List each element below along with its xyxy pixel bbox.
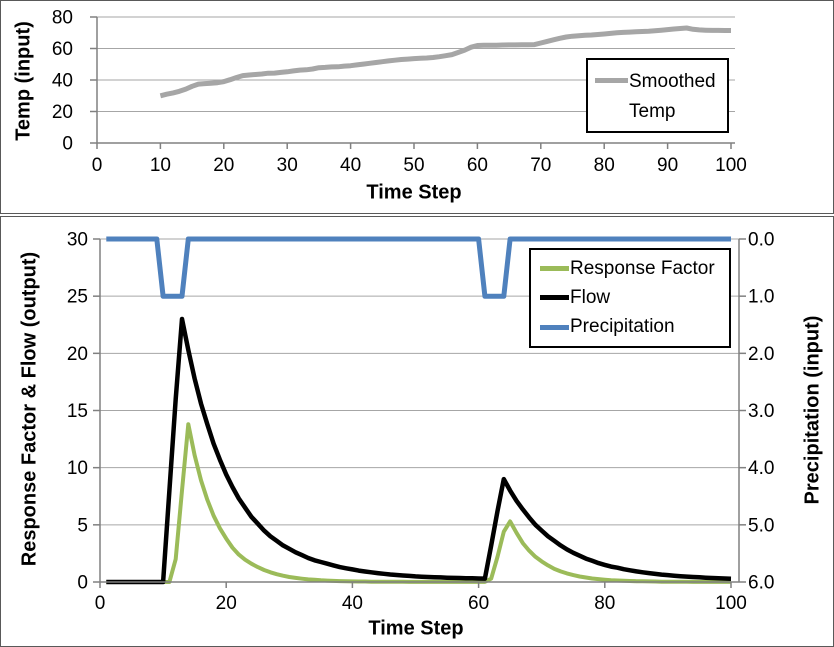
precipitation-legend-label: Precipitation bbox=[570, 316, 675, 338]
series-precipitation bbox=[106, 236, 731, 299]
right-tick-label: 3.0 bbox=[748, 401, 774, 422]
temp-chart-panel: 0 20 40 60 80 0 10 20 30 40 50 60 70 80 90 100 Temp (in… bbox=[0, 0, 834, 214]
x-tick-label: 10 bbox=[150, 155, 171, 176]
legend-item-flow: Flow bbox=[540, 287, 729, 309]
x-tick-label: 100 bbox=[715, 593, 747, 614]
y-tick-label: 0 bbox=[62, 134, 73, 155]
x-tick-label: 20 bbox=[213, 155, 234, 176]
flow-legend-swatch bbox=[540, 295, 569, 301]
temp-chart-plot: 0 20 40 60 80 0 10 20 30 40 50 60 70 80 90 100 bbox=[52, 8, 747, 177]
right-tick-label: 0.0 bbox=[748, 230, 774, 251]
flow-chart-plot: 0 5 10 15 20 25 30 0 20 40 60 80 100 0.0 1.0 2.0 3.0 4.0 5… bbox=[67, 230, 775, 615]
y-tick-label: 5 bbox=[77, 515, 88, 536]
flow-legend-label: Flow bbox=[570, 286, 611, 308]
x-tick-label: 0 bbox=[95, 593, 106, 614]
x-tick-label: 70 bbox=[530, 155, 551, 176]
response-factor-legend-label: Response Factor bbox=[570, 257, 715, 279]
smoothed-temp-legend-swatch bbox=[595, 78, 628, 83]
x-tick-label: 30 bbox=[277, 155, 298, 176]
legend-item-precipitation: Precipitation bbox=[540, 316, 729, 338]
series-flow bbox=[106, 316, 732, 585]
legend-item-response-factor: Response Factor bbox=[540, 258, 729, 280]
right-tick-label: 4.0 bbox=[748, 458, 774, 479]
series-response-factor bbox=[106, 422, 731, 584]
response-factor-legend-swatch bbox=[540, 266, 569, 272]
y-tick-label: 0 bbox=[77, 573, 88, 594]
y-tick-label: 20 bbox=[67, 344, 88, 365]
right-tick-label: 5.0 bbox=[748, 515, 774, 536]
right-tick-label: 1.0 bbox=[748, 287, 774, 308]
precipitation-right-axis-title: Precipitation (input) bbox=[801, 315, 824, 505]
flow-left-axis-title: Response Factor & Flow (output) bbox=[18, 251, 41, 567]
x-tick-label: 100 bbox=[715, 155, 747, 176]
smoothed-temp-legend-label: Smoothed Temp bbox=[629, 71, 716, 122]
right-tick-label: 2.0 bbox=[748, 344, 774, 365]
flow-x-axis-title: Time Step bbox=[368, 617, 464, 640]
x-tick-label: 80 bbox=[594, 155, 615, 176]
temp-x-axis-title: Time Step bbox=[366, 181, 462, 204]
y-tick-label: 10 bbox=[67, 458, 88, 479]
x-tick-label: 90 bbox=[657, 155, 678, 176]
x-tick-label: 40 bbox=[340, 155, 361, 176]
y-tick-label: 15 bbox=[67, 401, 88, 422]
y-tick-label: 20 bbox=[52, 102, 73, 123]
precipitation-legend-swatch bbox=[540, 324, 569, 330]
x-tick-label: 60 bbox=[468, 593, 489, 614]
flow-chart-legend: Response Factor Flow Precipitation bbox=[529, 248, 731, 348]
y-tick-label: 60 bbox=[52, 39, 73, 60]
x-tick-label: 80 bbox=[594, 593, 615, 614]
x-tick-label: 60 bbox=[467, 155, 488, 176]
temp-y-axis-title: Temp (input) bbox=[12, 21, 35, 141]
right-tick-label: 6.0 bbox=[748, 573, 774, 594]
x-tick-label: 20 bbox=[216, 593, 237, 614]
y-tick-label: 40 bbox=[52, 71, 73, 92]
y-tick-label: 25 bbox=[67, 287, 88, 308]
x-tick-label: 50 bbox=[403, 155, 424, 176]
y-tick-label: 80 bbox=[52, 8, 73, 29]
x-tick-label: 0 bbox=[92, 155, 103, 176]
y-tick-label: 30 bbox=[67, 230, 88, 251]
x-tick-label: 40 bbox=[342, 593, 363, 614]
flow-chart-panel: 0 5 10 15 20 25 30 0 20 40 60 80 100 0.0 1.0 2.0 3.0 4.0 5… bbox=[0, 216, 834, 647]
series-smoothed-temp bbox=[159, 25, 731, 99]
temp-chart-legend: Smoothed Temp bbox=[586, 58, 729, 133]
